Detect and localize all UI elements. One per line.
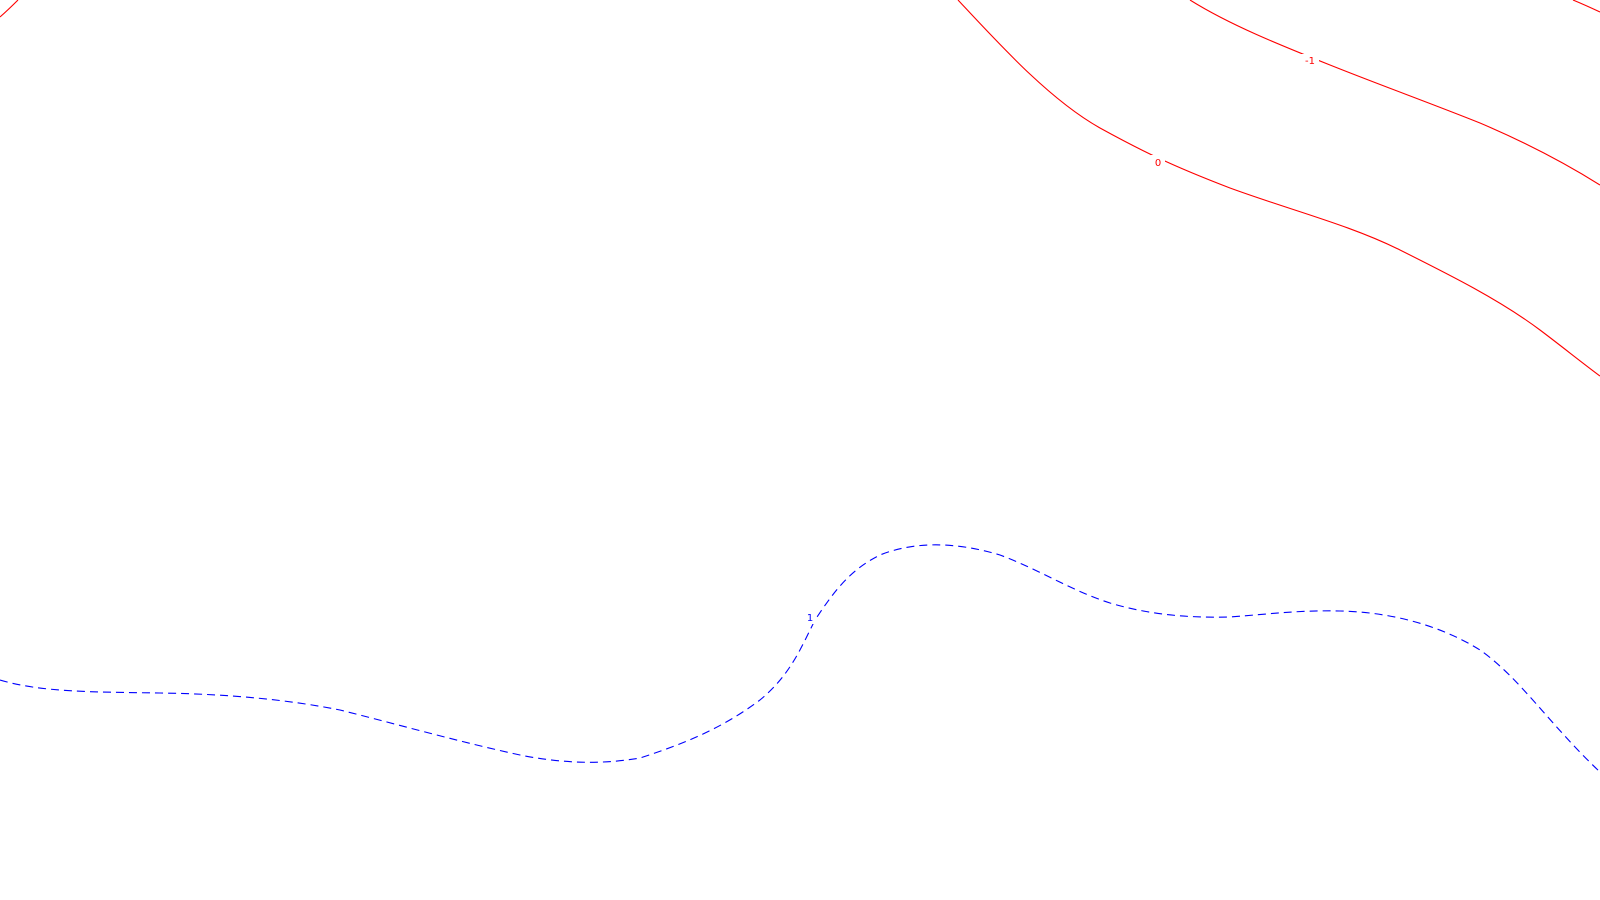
contour-label-zero: 0 xyxy=(1155,158,1161,169)
contour-line-one xyxy=(0,544,1600,773)
contour-label-minus-one: -1 xyxy=(1305,56,1315,67)
contour-line-corner xyxy=(0,0,19,18)
contour-line-edge xyxy=(1572,0,1600,13)
contour-line-minus-one xyxy=(1189,0,1600,186)
contour-label-one: 1 xyxy=(807,613,813,624)
contour-line-zero xyxy=(957,0,1600,377)
